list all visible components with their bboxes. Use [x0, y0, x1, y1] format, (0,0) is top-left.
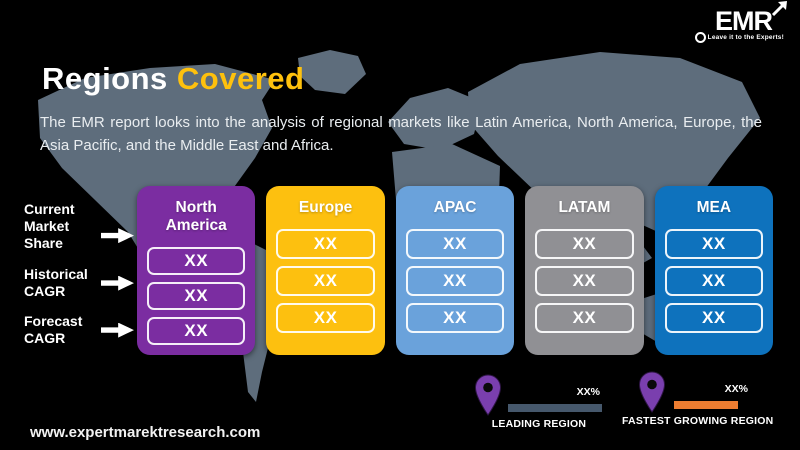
- row-label-text: Historical CAGR: [24, 266, 88, 300]
- region-title: MEA: [696, 199, 732, 216]
- forecast-cagr-value: XX: [147, 317, 246, 345]
- right-arrow-icon: [101, 322, 134, 338]
- region-column-latam: LATAM XX XX XX: [525, 186, 644, 355]
- legend-value: XX%: [576, 386, 600, 398]
- historical-cagr-value: XX: [535, 266, 634, 296]
- region-title: APAC: [433, 199, 477, 216]
- row-label-text: Forecast CAGR: [24, 313, 83, 347]
- legend-bar: [508, 404, 602, 412]
- page-title: Regions Covered: [42, 61, 304, 97]
- right-arrow-icon: [101, 228, 134, 244]
- row-label-current-market-share: Current Market Share: [24, 201, 138, 252]
- location-pin-icon: [474, 374, 502, 416]
- legend-label: LEADING REGION: [491, 418, 587, 430]
- market-share-value: XX: [535, 229, 634, 259]
- website-link[interactable]: www.expertmarektresearch.com: [30, 424, 261, 441]
- emr-logo-text: EMR: [715, 6, 773, 36]
- row-label-historical-cagr: Historical CAGR: [24, 266, 138, 300]
- forecast-cagr-value: XX: [405, 303, 505, 333]
- market-share-value: XX: [664, 229, 764, 259]
- legend-bar: [674, 401, 738, 409]
- region-columns: North America XX XX XX Europe XX XX XX A…: [137, 186, 774, 355]
- region-column-mea: MEA XX XX XX: [654, 186, 774, 355]
- historical-cagr-value: XX: [276, 266, 375, 296]
- region-column-europe: Europe XX XX XX: [266, 186, 385, 355]
- forecast-cagr-value: XX: [535, 303, 634, 333]
- region-title: Europe: [298, 199, 353, 216]
- market-share-value: XX: [276, 229, 375, 259]
- market-share-value: XX: [405, 229, 505, 259]
- right-arrow-icon: [101, 275, 134, 291]
- title-covered: Covered: [176, 60, 305, 96]
- region-title: LATAM: [558, 199, 611, 216]
- row-label-text: Current Market Share: [24, 201, 75, 252]
- report-description: The EMR report looks into the analysis o…: [40, 114, 762, 155]
- emr-logo-wordmark: EMR: [715, 1, 787, 36]
- forecast-cagr-value: XX: [664, 303, 764, 333]
- row-label-forecast-cagr: Forecast CAGR: [24, 313, 138, 347]
- logo-tagline: Leave it to the Experts!: [707, 34, 784, 41]
- emr-logo: EMR Leave it to the Experts!: [690, 1, 787, 43]
- legend-value: XX%: [724, 383, 748, 395]
- legend-fastest-growing-region: XX% FASTEST GROWING REGION: [622, 371, 774, 429]
- forecast-cagr-value: XX: [276, 303, 375, 333]
- legend-label: FASTEST GROWING REGION: [622, 415, 774, 427]
- region-title: North America: [165, 199, 227, 234]
- logo-circle-icon: [694, 32, 706, 43]
- title-regions: Regions: [42, 60, 168, 96]
- region-column-north-america: North America XX XX XX: [137, 186, 256, 355]
- logo-arrow-icon: [771, 1, 787, 17]
- historical-cagr-value: XX: [664, 266, 764, 296]
- market-share-value: XX: [147, 247, 246, 275]
- historical-cagr-value: XX: [147, 282, 246, 310]
- historical-cagr-value: XX: [405, 266, 505, 296]
- legend-leading-region: XX% LEADING REGION: [472, 374, 606, 432]
- region-column-apac: APAC XX XX XX: [395, 186, 515, 355]
- location-pin-icon: [638, 371, 666, 413]
- emr-logo-tagline-row: Leave it to the Experts!: [690, 32, 786, 43]
